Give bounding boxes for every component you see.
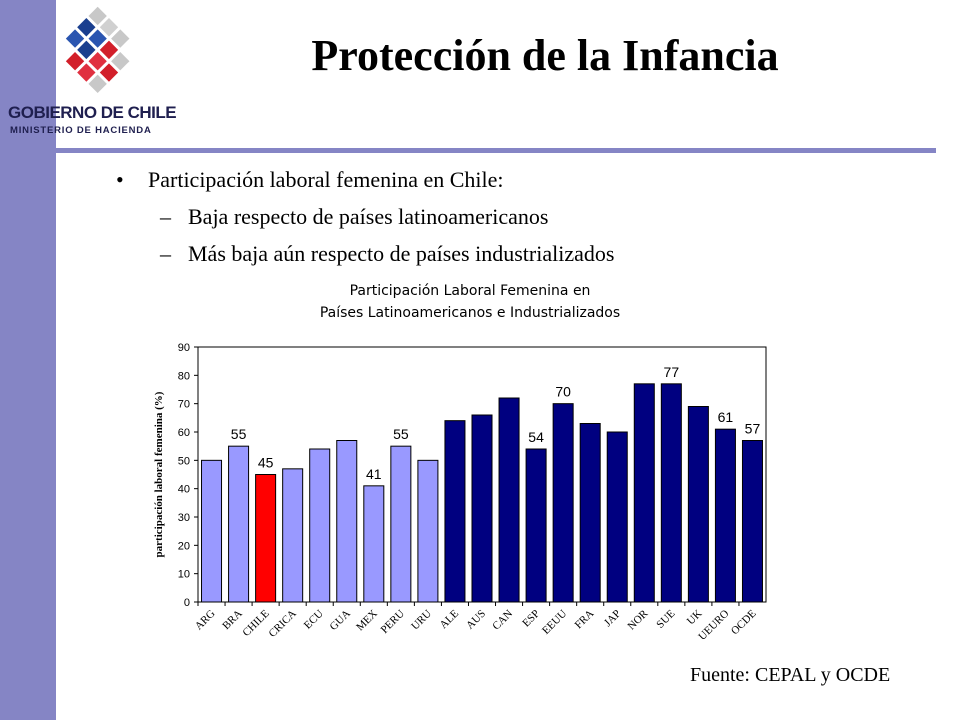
bar-uru bbox=[417, 459, 439, 603]
data-label: 77 bbox=[664, 364, 680, 380]
bar-crica bbox=[282, 468, 304, 603]
sub-bullet-1: – Baja respecto de países latinoamericano… bbox=[160, 204, 548, 230]
bar-can bbox=[498, 397, 520, 603]
bar-jap bbox=[606, 431, 628, 603]
x-tick-label: OCDE bbox=[729, 607, 759, 637]
data-label: 55 bbox=[231, 426, 247, 442]
x-tick-label: CRICA bbox=[267, 608, 299, 640]
x-tick-label: ESP bbox=[520, 608, 542, 630]
data-label: 41 bbox=[366, 466, 382, 482]
bar-aus bbox=[471, 414, 493, 603]
data-label: 57 bbox=[745, 421, 761, 437]
bar-nor bbox=[633, 383, 655, 603]
y-tick-label: 40 bbox=[178, 484, 190, 496]
source-note: Fuente: CEPAL y OCDE bbox=[690, 664, 891, 686]
x-tick-label: PERU bbox=[379, 608, 407, 636]
x-tick-label: UK bbox=[685, 608, 705, 628]
y-axis-label: participación laboral femenina (%) bbox=[153, 391, 165, 557]
gobierno-logo-icon bbox=[65, 6, 130, 94]
data-label: 61 bbox=[718, 409, 734, 425]
data-label: 70 bbox=[555, 384, 571, 400]
bar-chart: 0 10 20 30 40 50 60 70 80 90 participación laboral… bbox=[153, 342, 767, 643]
chart-subtitle: Países Latinoamericanos e Industrializad… bbox=[319, 305, 621, 321]
bar-ale bbox=[444, 420, 466, 603]
bar-peru bbox=[390, 445, 412, 603]
y-tick-label: 70 bbox=[178, 399, 190, 411]
bar-gua bbox=[336, 440, 358, 603]
y-tick-label: 80 bbox=[178, 370, 190, 382]
sub-bullet-2: – Más baja aún respecto de países industr… bbox=[160, 241, 614, 267]
data-label: 55 bbox=[393, 426, 409, 442]
x-tick-label: CHILE bbox=[240, 607, 272, 639]
y-tick-label: 50 bbox=[178, 455, 190, 467]
y-tick-label: 10 bbox=[178, 569, 190, 581]
bar-ueuro bbox=[714, 428, 736, 603]
x-tick-label: ARG bbox=[193, 608, 218, 633]
page-title: Protección de la Infancia bbox=[311, 31, 779, 80]
x-tick-label: MEX bbox=[354, 608, 380, 634]
bar-esp bbox=[525, 448, 547, 603]
data-label: 54 bbox=[528, 429, 544, 445]
left-sidebar-band bbox=[0, 0, 56, 720]
bar-bra bbox=[228, 445, 250, 603]
bar-uk bbox=[687, 406, 709, 603]
x-tick-label: JAP bbox=[602, 608, 623, 629]
bar-chile bbox=[255, 474, 277, 603]
logo-text-ministerio: MINISTERIO DE HACIENDA bbox=[10, 125, 152, 136]
y-tick-label: 60 bbox=[178, 427, 190, 439]
bullet-main-text: Participación laboral femenina en Chile: bbox=[148, 167, 504, 192]
x-tick-label: SUE bbox=[654, 607, 677, 630]
x-tick-label: NOR bbox=[625, 607, 650, 632]
bar-ecu bbox=[309, 448, 331, 603]
y-tick-label: 30 bbox=[178, 512, 190, 524]
y-tick-label: 20 bbox=[178, 540, 190, 552]
header-divider bbox=[32, 148, 936, 153]
data-label: 45 bbox=[258, 455, 274, 471]
x-tick-label: GUA bbox=[328, 608, 353, 633]
x-tick-label: BRA bbox=[220, 608, 245, 633]
x-tick-label: EEUU bbox=[540, 608, 569, 637]
dash-symbol: – bbox=[160, 241, 171, 266]
bullet-main: • Participación laboral femenina en Chile… bbox=[116, 167, 504, 193]
x-tick-label: ECU bbox=[302, 608, 326, 632]
bar-arg bbox=[201, 459, 223, 603]
bar-eeuu bbox=[552, 403, 574, 603]
sub-bullet-2-text: Más baja aún respecto de países industri… bbox=[188, 241, 615, 266]
bar-fra bbox=[579, 423, 601, 603]
bar-mex bbox=[363, 485, 385, 603]
x-tick-label: UEURO bbox=[696, 608, 731, 643]
bullet-symbol: • bbox=[116, 167, 124, 192]
x-tick-label: URU bbox=[409, 608, 434, 633]
x-tick-label: FRA bbox=[573, 608, 597, 632]
logo-text-gobierno: GOBIERNO DE CHILE bbox=[8, 103, 177, 122]
x-tick-label: AUS bbox=[464, 608, 488, 632]
bar-sue bbox=[660, 383, 682, 603]
bar-ocde bbox=[741, 440, 763, 603]
chart-title: Participación Laboral Femenina en bbox=[349, 283, 591, 299]
y-tick-label: 0 bbox=[184, 597, 190, 609]
x-tick-label: ALE bbox=[437, 607, 461, 631]
dash-symbol: – bbox=[160, 204, 171, 229]
sub-bullet-1-text: Baja respecto de países latinoamericanos bbox=[188, 204, 549, 229]
x-tick-label: CAN bbox=[490, 608, 515, 633]
y-tick-label: 90 bbox=[178, 342, 190, 354]
